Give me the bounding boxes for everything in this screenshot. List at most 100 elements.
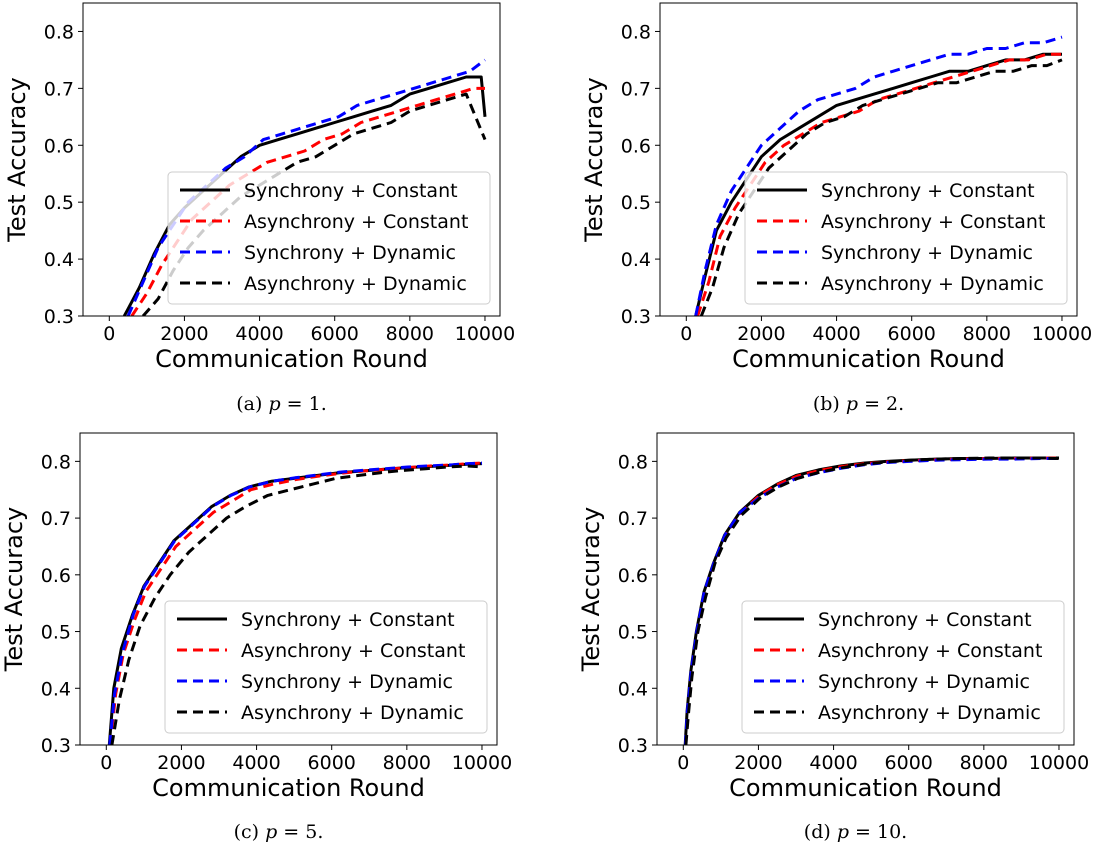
x-tick-label: 10000 bbox=[455, 323, 515, 345]
legend-label-3: Synchrony + Dynamic bbox=[821, 242, 1033, 264]
x-tick-label: 10000 bbox=[1029, 752, 1089, 774]
series-line-3 bbox=[108, 461, 483, 745]
x-tick-label: 10000 bbox=[452, 752, 512, 774]
y-axis-label: Test Accuracy bbox=[3, 77, 31, 242]
x-tick-label: 8000 bbox=[386, 323, 434, 345]
y-tick-label: 0.6 bbox=[41, 565, 71, 587]
x-axis-label: Communication Round bbox=[152, 774, 425, 802]
axes-frame bbox=[659, 2, 1078, 317]
y-tick-label: 0.3 bbox=[44, 306, 74, 328]
y-axis-label: Test Accuracy bbox=[577, 507, 605, 672]
series-line-3 bbox=[694, 35, 1063, 316]
x-tick-label: 6000 bbox=[311, 323, 359, 345]
series-line-2 bbox=[130, 86, 485, 316]
x-tick-label: 0 bbox=[677, 752, 689, 774]
y-tick-label: 0.6 bbox=[621, 135, 651, 157]
y-tick-label: 0.3 bbox=[618, 735, 648, 757]
y-tick-label: 0.4 bbox=[618, 678, 648, 700]
y-tick-label: 0.3 bbox=[621, 306, 651, 328]
x-tick-label: 6000 bbox=[885, 752, 933, 774]
plot-area bbox=[107, 461, 483, 745]
subplot-a: 0 2000 4000 6000 8000 10000 0.3 0.4 0.5 0.6 0.7 0.8… bbox=[3, 2, 515, 415]
legend-label-2: Asynchrony + Constant bbox=[244, 211, 468, 233]
x-tick-label: 2000 bbox=[160, 323, 208, 345]
x-tick-label: 2000 bbox=[737, 323, 785, 345]
y-tick-label: 0.7 bbox=[618, 508, 648, 530]
legend: Synchrony + Constant Asynchrony + Constan… bbox=[741, 600, 1065, 734]
y-tick-label: 0.4 bbox=[44, 249, 74, 271]
series-line-4 bbox=[684, 456, 1060, 745]
y-tick-label: 0.7 bbox=[41, 508, 71, 530]
y-tick-label: 0.8 bbox=[621, 21, 651, 43]
y-axis-label: Test Accuracy bbox=[0, 507, 28, 672]
y-tick-label: 0.5 bbox=[44, 192, 74, 214]
legend-label-2: Asynchrony + Constant bbox=[821, 211, 1045, 233]
subplot-caption: (a) p = 1. bbox=[236, 393, 327, 415]
x-tick-label: 2000 bbox=[157, 752, 205, 774]
plot-area bbox=[694, 35, 1063, 316]
x-axis-label: Communication Round bbox=[729, 774, 1002, 802]
x-tick-label: 8000 bbox=[383, 752, 431, 774]
y-tick-label: 0.8 bbox=[618, 451, 648, 473]
legend-label-1: Synchrony + Constant bbox=[244, 180, 458, 202]
subplot-caption: (b) p = 2. bbox=[813, 393, 904, 415]
subplot-caption: (c) p = 5. bbox=[234, 821, 324, 843]
subplot-caption: (d) p = 10. bbox=[804, 821, 907, 843]
axes-frame bbox=[79, 432, 498, 746]
legend-label-4: Asynchrony + Dynamic bbox=[818, 702, 1041, 724]
legend-box bbox=[744, 171, 1068, 305]
y-tick-label: 0.5 bbox=[618, 622, 648, 644]
legend-label-2: Asynchrony + Constant bbox=[818, 640, 1042, 662]
y-tick-label: 0.3 bbox=[41, 735, 71, 757]
x-tick-label: 8000 bbox=[963, 323, 1011, 345]
y-axis-label: Test Accuracy bbox=[580, 77, 608, 242]
y-tick-label: 0.5 bbox=[41, 622, 71, 644]
plot-area bbox=[683, 456, 1060, 745]
legend-box bbox=[164, 600, 488, 734]
subplot-b: 0 2000 4000 6000 8000 10000 0.3 0.4 0.5 0.6 0.7 0.8… bbox=[580, 2, 1092, 415]
x-tick-label: 8000 bbox=[960, 752, 1008, 774]
x-tick-label: 4000 bbox=[235, 323, 283, 345]
x-tick-label: 6000 bbox=[888, 323, 936, 345]
axes-frame bbox=[82, 2, 501, 317]
legend-label-4: Asynchrony + Dynamic bbox=[244, 273, 467, 295]
x-axis-label: Communication Round bbox=[155, 345, 428, 373]
legend-box bbox=[741, 600, 1065, 734]
x-tick-label: 6000 bbox=[308, 752, 356, 774]
series-line-2 bbox=[696, 52, 1062, 316]
y-tick-label: 0.6 bbox=[44, 135, 74, 157]
x-tick-label: 2000 bbox=[734, 752, 782, 774]
legend-label-3: Synchrony + Dynamic bbox=[818, 671, 1030, 693]
legend: Synchrony + Constant Asynchrony + Constan… bbox=[744, 171, 1068, 305]
x-axis-label: Communication Round bbox=[732, 345, 1005, 373]
y-tick-label: 0.5 bbox=[621, 192, 651, 214]
series-line-4 bbox=[699, 58, 1063, 316]
legend: Synchrony + Constant Asynchrony + Constan… bbox=[164, 600, 488, 734]
y-tick-label: 0.8 bbox=[44, 21, 74, 43]
x-tick-label: 10000 bbox=[1032, 323, 1092, 345]
subplot-d: 0 2000 4000 6000 8000 10000 0.3 0.4 0.5 0.6 0.7 0.8… bbox=[577, 432, 1089, 843]
legend-label-4: Asynchrony + Dynamic bbox=[821, 273, 1044, 295]
subplot-c: 0 2000 4000 6000 8000 10000 0.3 0.4 0.5 0.6 0.7 0.8… bbox=[0, 432, 512, 843]
legend-label-2: Asynchrony + Constant bbox=[241, 640, 465, 662]
axes-frame bbox=[656, 432, 1075, 746]
x-tick-label: 0 bbox=[100, 752, 112, 774]
legend-label-1: Synchrony + Constant bbox=[241, 609, 455, 631]
y-tick-label: 0.6 bbox=[618, 565, 648, 587]
y-tick-label: 0.4 bbox=[621, 249, 651, 271]
x-tick-label: 0 bbox=[680, 323, 692, 345]
x-tick-label: 4000 bbox=[812, 323, 860, 345]
y-tick-label: 0.7 bbox=[621, 78, 651, 100]
x-tick-label: 4000 bbox=[809, 752, 857, 774]
series-line-4 bbox=[110, 464, 483, 745]
legend-label-1: Synchrony + Constant bbox=[821, 180, 1035, 202]
y-tick-label: 0.7 bbox=[44, 78, 74, 100]
legend-label-3: Synchrony + Dynamic bbox=[241, 671, 453, 693]
legend-label-4: Asynchrony + Dynamic bbox=[241, 702, 464, 724]
x-tick-label: 4000 bbox=[232, 752, 280, 774]
y-tick-label: 0.4 bbox=[41, 678, 71, 700]
x-tick-label: 0 bbox=[103, 323, 115, 345]
legend-label-3: Synchrony + Dynamic bbox=[244, 242, 456, 264]
legend: Synchrony + Constant Asynchrony + Constan… bbox=[167, 171, 491, 305]
